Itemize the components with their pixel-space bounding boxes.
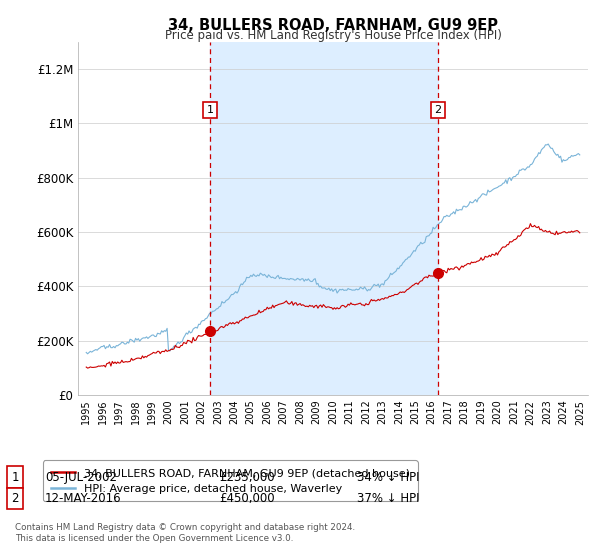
Text: 2: 2 [11, 492, 19, 505]
Text: 34% ↓ HPI: 34% ↓ HPI [357, 470, 419, 484]
Text: Price paid vs. HM Land Registry's House Price Index (HPI): Price paid vs. HM Land Registry's House … [164, 29, 502, 42]
Legend: 34, BULLERS ROAD, FARNHAM, GU9 9EP (detached house), HPI: Average price, detache: 34, BULLERS ROAD, FARNHAM, GU9 9EP (deta… [43, 460, 418, 501]
Text: 05-JUL-2002: 05-JUL-2002 [45, 470, 117, 484]
Text: 34, BULLERS ROAD, FARNHAM, GU9 9EP: 34, BULLERS ROAD, FARNHAM, GU9 9EP [168, 18, 498, 33]
Text: Contains HM Land Registry data © Crown copyright and database right 2024.: Contains HM Land Registry data © Crown c… [15, 523, 355, 532]
Text: This data is licensed under the Open Government Licence v3.0.: This data is licensed under the Open Gov… [15, 534, 293, 543]
Text: 37% ↓ HPI: 37% ↓ HPI [357, 492, 419, 505]
Text: 1: 1 [11, 470, 19, 484]
Text: 1: 1 [207, 105, 214, 115]
Text: £450,000: £450,000 [219, 492, 275, 505]
Bar [210, 42, 438, 395]
Text: 2: 2 [434, 105, 442, 115]
Text: 12-MAY-2016: 12-MAY-2016 [45, 492, 122, 505]
Text: £235,000: £235,000 [219, 470, 275, 484]
